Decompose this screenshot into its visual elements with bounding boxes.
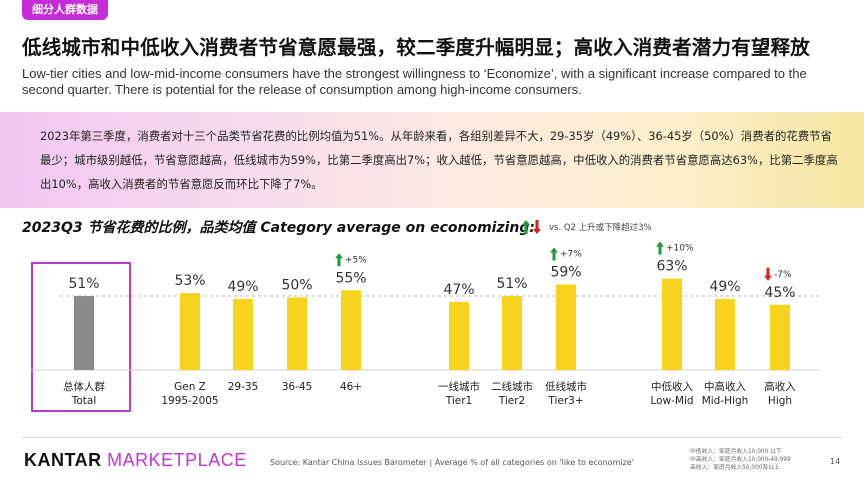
- change-up-arrow-icon: [550, 247, 558, 261]
- income-note-mid-high: 中高收入：家庭月收入10,000-49,999: [690, 457, 791, 463]
- bar-3-2: [770, 304, 790, 370]
- value-label: 49%: [227, 279, 258, 295]
- category-label-en: Low-Mid: [650, 395, 693, 407]
- change-up-arrow-icon: [656, 241, 664, 255]
- category-label: 一线城市: [438, 380, 480, 393]
- value-label: 53%: [174, 273, 205, 289]
- bar-2-2: [556, 284, 576, 370]
- page-subtitle: Low-tier cities and low-mid-income consu…: [22, 66, 807, 97]
- value-label: 63%: [656, 259, 687, 275]
- value-label: 49%: [709, 279, 740, 295]
- summary-banner: [0, 112, 864, 208]
- category-label-en: Total: [71, 395, 97, 407]
- category-label-en: High: [768, 395, 792, 407]
- category-label: Gen Z: [174, 381, 206, 393]
- category-label-en: Tier3+: [547, 395, 583, 407]
- source-note: Source: Kantar China Issues Barometer | …: [270, 458, 634, 467]
- change-label: +10%: [666, 244, 694, 254]
- value-label: 55%: [335, 270, 366, 286]
- value-label: 51%: [496, 276, 527, 292]
- footer-divider: [22, 437, 842, 438]
- bar-1-3: [341, 290, 361, 370]
- bar-3-1: [715, 298, 735, 370]
- change-label: +7%: [560, 249, 582, 259]
- category-label-en: Tier1: [445, 395, 472, 407]
- category-label: 29-35: [228, 381, 259, 393]
- income-note-low-mid: 中低收入：家庭月收入10,000 以下: [690, 449, 782, 455]
- change-legend: vs. Q2 上升或下降超过3%: [521, 218, 652, 236]
- income-note-high: 高收入：家庭月收入50,000及以上: [690, 465, 780, 471]
- bar-2-0: [449, 301, 469, 370]
- page-number: 14: [830, 457, 841, 466]
- up-down-arrows-icon: [522, 220, 541, 234]
- change-label: +5%: [345, 255, 367, 265]
- value-label: 50%: [281, 278, 312, 294]
- category-label: 总体人群: [63, 380, 105, 393]
- page-title: 低线城市和中低收入消费者节省意愿最强，较二季度升幅明显；高收入消费者潜力有望释放: [22, 36, 811, 59]
- bar-0-0: [74, 296, 94, 370]
- bar-2-1: [502, 296, 522, 370]
- bar-1-1: [233, 298, 253, 370]
- logo-marketplace: MARKETPLACE: [107, 450, 247, 470]
- value-label: 45%: [764, 285, 795, 301]
- category-label: 中高收入: [704, 380, 746, 393]
- change-down-arrow-icon: [764, 267, 772, 281]
- value-label: 59%: [550, 264, 581, 280]
- kantar-logo: KANTAR MARKETPLACE: [24, 450, 247, 471]
- category-label-en: 1995-2005: [161, 395, 218, 407]
- change-label: -7%: [774, 270, 792, 280]
- bar-1-0: [180, 293, 200, 370]
- category-label: 高收入: [764, 380, 796, 393]
- category-label-en: Mid-High: [702, 395, 749, 407]
- category-label: 二线城市: [491, 380, 533, 393]
- legend-text: vs. Q2 上升或下降超过3%: [549, 223, 652, 233]
- income-notes: 中低收入：家庭月收入10,000 以下 中高收入：家庭月收入10,000-49,…: [690, 448, 791, 472]
- bar-1-2: [287, 297, 307, 370]
- change-up-arrow-icon: [335, 253, 343, 267]
- total-highlight-box: [31, 262, 131, 412]
- summary-text: 2023年第三季度，消费者对十三个品类节省花费的比例均值为51%。从年龄来看，各…: [40, 129, 838, 191]
- category-label-en: Tier2: [498, 395, 525, 407]
- category-label: 46+: [340, 381, 362, 393]
- bar-chart: 51% 总体人群 Total 53% Gen Z 1995-2005 49% 29-35 50%…: [30, 241, 820, 407]
- logo-kantar: KANTAR: [24, 450, 102, 470]
- value-label: 51%: [68, 276, 99, 292]
- category-label: 36-45: [282, 381, 313, 393]
- section-tag: 细分人群数据: [22, 0, 108, 20]
- category-label: 中低收入: [651, 380, 693, 393]
- bar-3-0: [662, 278, 682, 370]
- value-label: 47%: [443, 282, 474, 298]
- chart-heading: 2023Q3 节省花费的比例，品类均值 Category average on …: [22, 220, 535, 236]
- category-label: 低线城市: [545, 380, 587, 393]
